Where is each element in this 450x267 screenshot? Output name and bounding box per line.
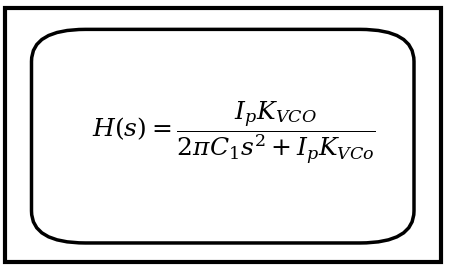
Text: $H(s) = \dfrac{I_p K_{VCO}}{2\pi C_1 s^2 + I_p K_{VCo}}$: $H(s) = \dfrac{I_p K_{VCO}}{2\pi C_1 s^2… [92,100,376,167]
FancyBboxPatch shape [32,29,414,243]
FancyBboxPatch shape [4,8,441,262]
